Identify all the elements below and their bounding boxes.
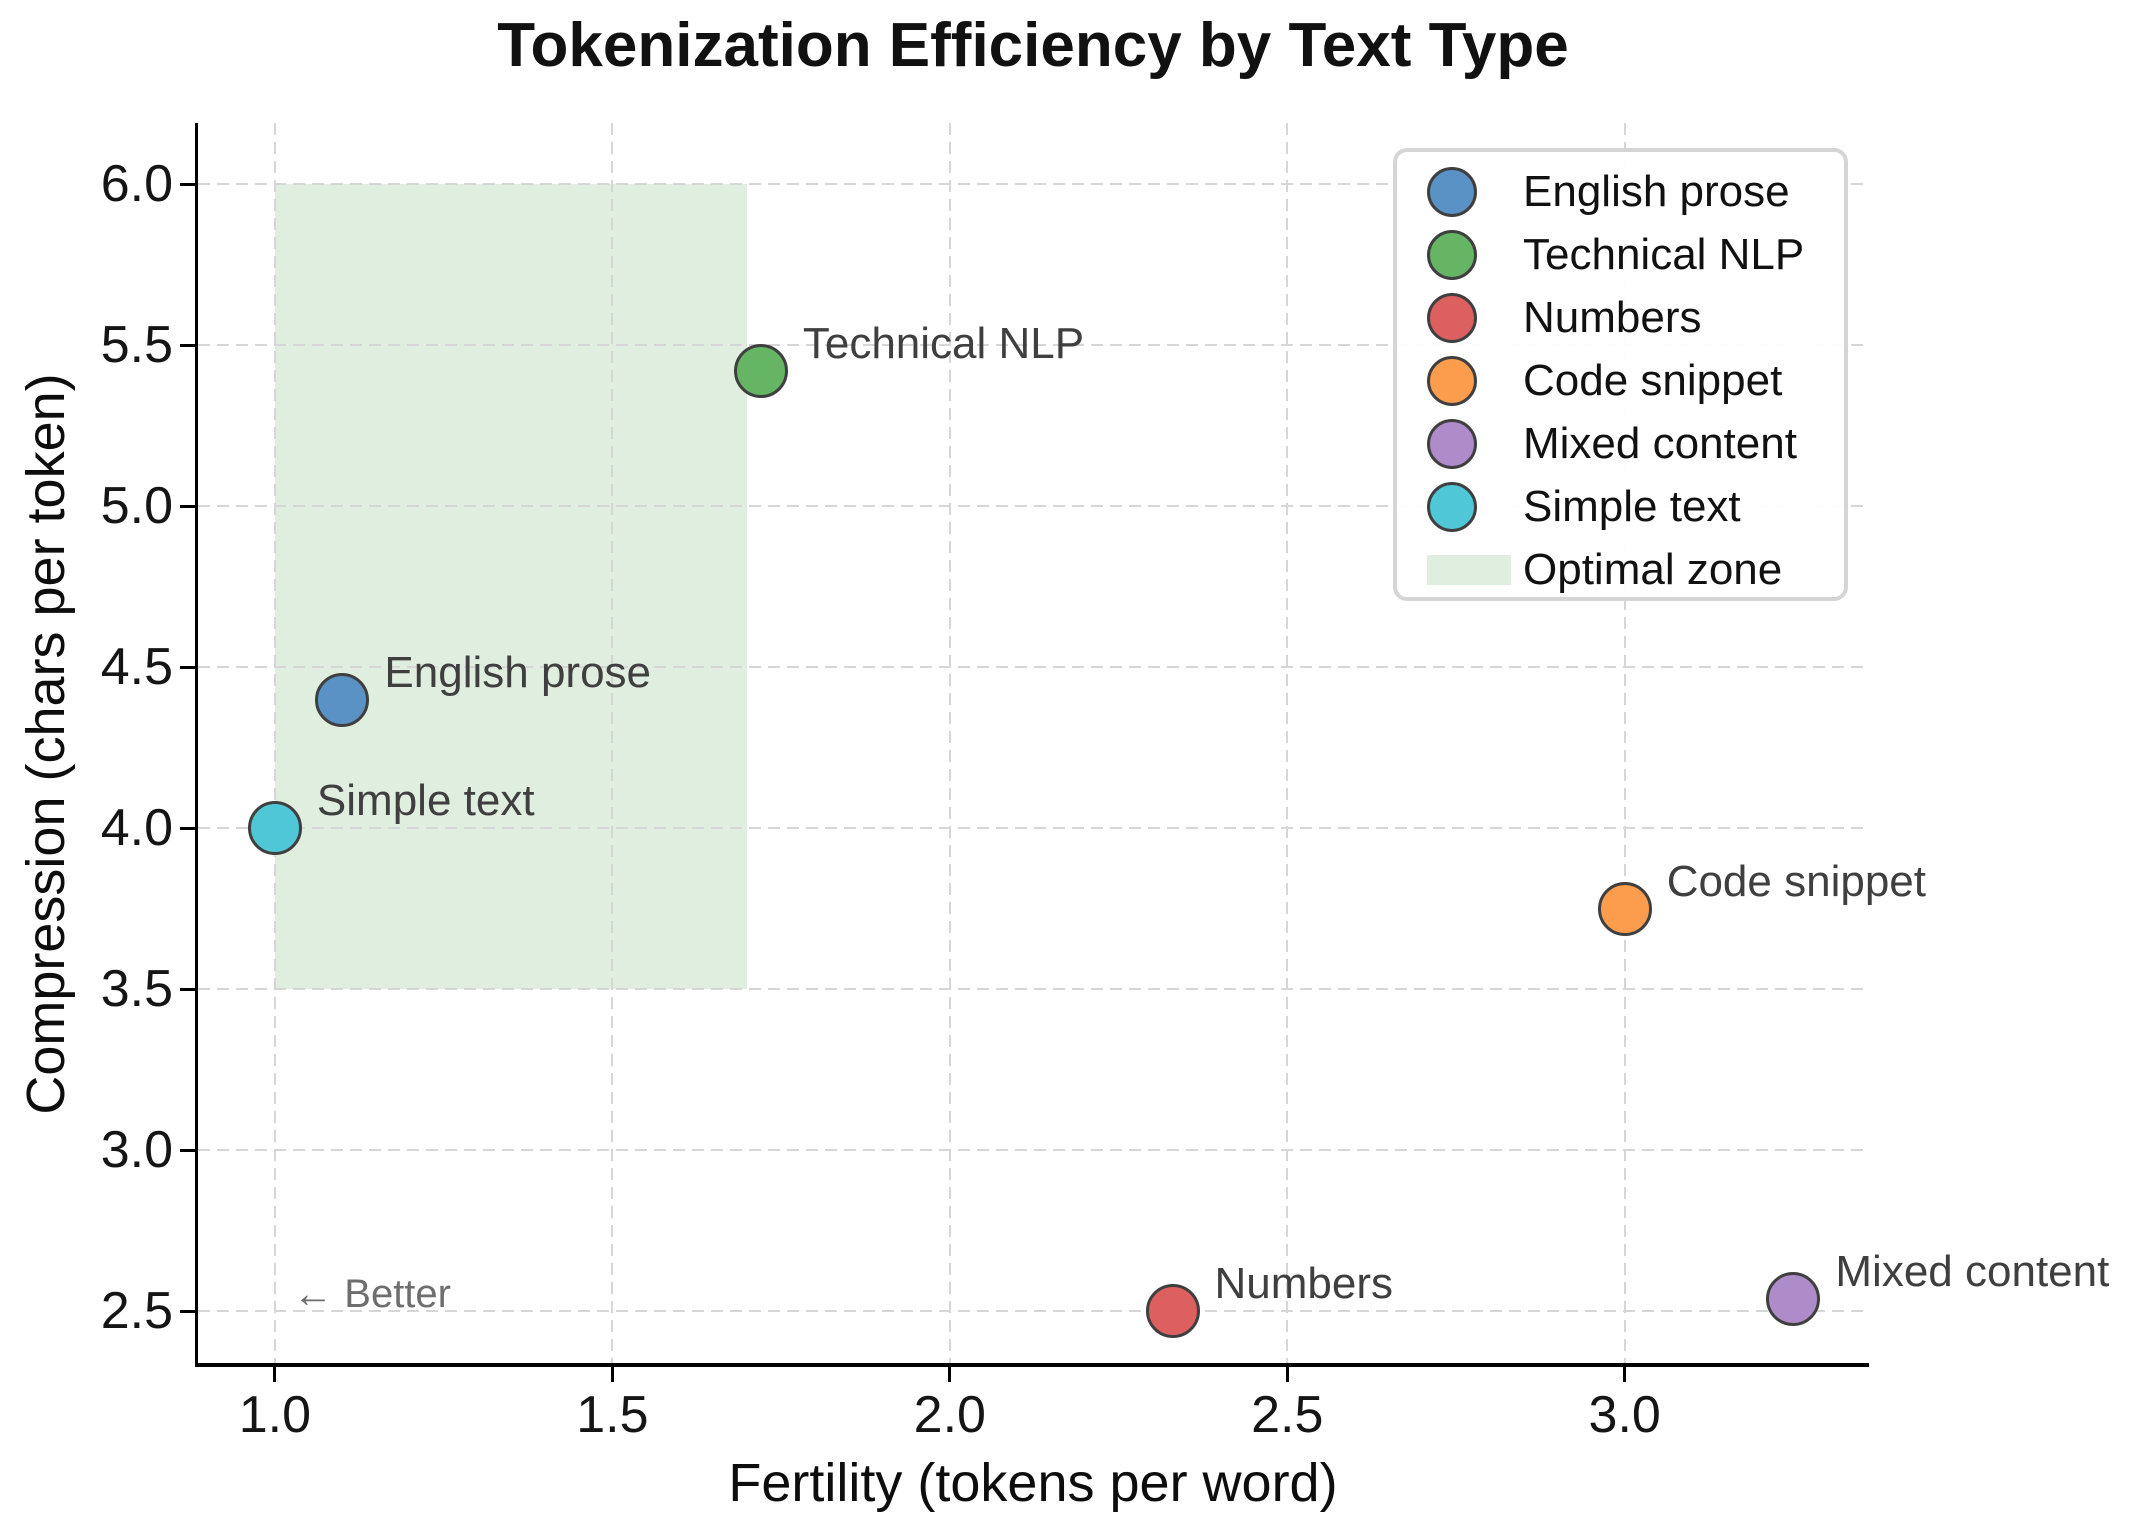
legend-label: English prose	[1523, 166, 1790, 216]
legend-marker-circle	[1427, 166, 1477, 217]
legend-row: Numbers	[1427, 286, 1844, 349]
y-tick-mark	[180, 826, 195, 830]
legend-marker-circle	[1427, 229, 1477, 280]
legend-label: Optimal zone	[1523, 544, 1783, 594]
point-label: English prose	[384, 647, 652, 697]
gridline-y	[198, 1149, 1869, 1152]
legend-optimal-zone-swatch	[1427, 554, 1511, 585]
y-tick-mark	[180, 987, 195, 991]
gridline-y	[198, 827, 1869, 830]
data-point-mixed-content	[1766, 1271, 1821, 1326]
point-label: Mixed content	[1835, 1246, 2110, 1296]
legend-label: Technical NLP	[1523, 229, 1805, 279]
y-tick-mark	[180, 665, 195, 669]
legend: English prose Technical NLP Numbers Code sn…	[1393, 148, 1848, 601]
x-tick-label: 3.0	[1588, 1386, 1661, 1444]
x-tick-label: 2.0	[913, 1386, 986, 1444]
legend-label: Simple text	[1523, 481, 1741, 531]
gridline-x	[273, 123, 276, 1363]
legend-marker-circle	[1427, 355, 1477, 406]
legend-row: English prose	[1427, 160, 1844, 223]
data-point-numbers	[1145, 1284, 1200, 1339]
y-tick-mark	[180, 182, 195, 186]
y-axis-label: Compression (chars per token)	[16, 373, 76, 1115]
data-point-english-prose	[315, 672, 370, 727]
gridline-y	[198, 344, 1869, 347]
x-tick-label: 1.0	[238, 1386, 312, 1444]
y-axis-spine	[195, 123, 198, 1366]
gridline-y	[198, 505, 1869, 508]
x-tick-mark	[948, 1367, 952, 1382]
data-point-simple-text	[247, 801, 302, 856]
x-tick-label: 1.5	[576, 1386, 649, 1444]
y-tick-mark	[180, 504, 195, 508]
gridline-x	[1286, 123, 1289, 1363]
point-label: Technical NLP	[802, 319, 1085, 368]
legend-row: Code snippet	[1427, 349, 1844, 412]
gridline-x	[948, 123, 951, 1363]
gridline-x	[611, 123, 614, 1363]
gridline-y	[198, 988, 1869, 991]
chart-title: Tokenization Efficiency by Text Type	[497, 11, 1569, 80]
y-tick-label: 6.0	[100, 155, 173, 214]
point-label: Simple text	[316, 776, 535, 826]
legend-marker-circle	[1427, 481, 1477, 532]
y-tick-label: 4.0	[100, 799, 173, 858]
legend-marker-circle	[1427, 292, 1477, 343]
point-label: Code snippet	[1666, 856, 1926, 906]
x-tick-mark	[610, 1367, 614, 1382]
legend-row: Optimal zone	[1427, 538, 1844, 601]
gridline-y	[198, 183, 1869, 186]
better-annotation: ← Better	[293, 1272, 451, 1317]
y-tick-label: 3.0	[100, 1121, 173, 1180]
gridline-x	[1623, 123, 1626, 1363]
data-point-code-snippet	[1597, 881, 1652, 936]
gridline-y	[198, 666, 1869, 669]
data-point-technical-nlp	[733, 344, 788, 398]
plot-area: 1.0 1.5 2.0 2.5 3.0 2.5 3.0 3.5 4.0 4.5 5.0 5.5 6.0 …	[101, 123, 2109, 1444]
gridline-y	[198, 1310, 1869, 1313]
y-tick-mark	[180, 1309, 195, 1313]
x-tick-mark	[273, 1367, 277, 1382]
x-tick-mark	[1623, 1367, 1627, 1382]
x-axis-spine	[195, 1363, 1869, 1367]
x-tick-mark	[1285, 1367, 1289, 1382]
point-label: Numbers	[1214, 1259, 1394, 1309]
y-tick-label: 2.5	[100, 1282, 173, 1341]
y-tick-label: 5.0	[100, 477, 173, 536]
y-tick-label: 3.5	[100, 960, 173, 1019]
y-tick-label: 4.5	[100, 638, 173, 697]
optimal-zone-region	[274, 184, 748, 990]
legend-label: Mixed content	[1523, 418, 1797, 468]
x-tick-label: 2.5	[1251, 1386, 1324, 1444]
x-axis-label: Fertility (tokens per word)	[728, 1453, 1338, 1513]
legend-label: Numbers	[1523, 292, 1702, 342]
legend-label: Code snippet	[1523, 355, 1783, 405]
legend-row: Technical NLP	[1427, 223, 1844, 286]
y-tick-mark	[180, 1148, 195, 1152]
legend-row: Mixed content	[1427, 412, 1844, 475]
legend-marker-circle	[1427, 418, 1477, 469]
y-tick-mark	[180, 343, 195, 347]
legend-row: Simple text	[1427, 475, 1844, 538]
y-tick-label: 5.5	[100, 316, 173, 375]
